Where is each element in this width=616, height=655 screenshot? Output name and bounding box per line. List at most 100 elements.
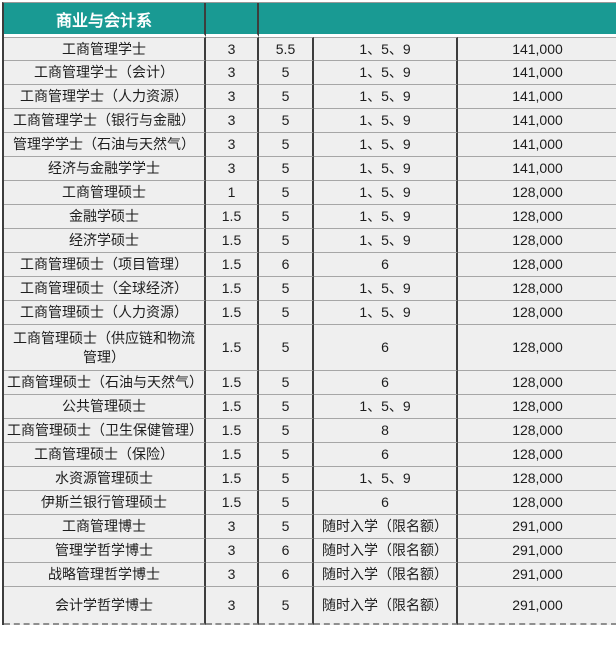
table-row: 工商管理学士（人力资源） 3 5 1、5、9 141,000 <box>4 85 616 109</box>
duration-cell: 1.5 <box>206 395 259 419</box>
table-row: 工商管理学士（银行与金融） 3 5 1、5、9 141,000 <box>4 109 616 133</box>
fee-cell: 141,000 <box>458 61 616 85</box>
fee-cell: 128,000 <box>458 491 616 515</box>
fee-cell: 141,000 <box>458 133 616 157</box>
intake-cell: 1、5、9 <box>314 205 458 229</box>
program-cell: 工商管理硕士（石油与天然气） <box>4 371 206 395</box>
fee-cell: 291,000 <box>458 587 616 625</box>
intake-cell: 1、5、9 <box>314 277 458 301</box>
table-row: 公共管理硕士 1.5 5 1、5、9 128,000 <box>4 395 616 419</box>
table-row: 管理学哲学博士 3 6 随时入学（限名额） 291,000 <box>4 539 616 563</box>
table-row: 工商管理硕士（保险） 1.5 5 6 128,000 <box>4 443 616 467</box>
score-cell: 5 <box>259 515 314 539</box>
duration-cell: 3 <box>206 587 259 625</box>
intake-cell: 6 <box>314 325 458 371</box>
duration-cell: 3 <box>206 157 259 181</box>
table-row: 工商管理硕士 1 5 1、5、9 128,000 <box>4 181 616 205</box>
score-cell: 5 <box>259 85 314 109</box>
program-cell: 经济与金融学学士 <box>4 157 206 181</box>
fee-cell: 128,000 <box>458 181 616 205</box>
duration-cell: 3 <box>206 133 259 157</box>
score-cell: 5.5 <box>259 37 314 61</box>
intake-cell: 8 <box>314 419 458 443</box>
intake-cell: 6 <box>314 371 458 395</box>
fee-cell: 128,000 <box>458 419 616 443</box>
department-header-row: 商业与会计系 <box>4 3 616 37</box>
table-row: 工商管理硕士（卫生保健管理） 1.5 5 8 128,000 <box>4 419 616 443</box>
table-row: 经济学硕士 1.5 5 1、5、9 128,000 <box>4 229 616 253</box>
intake-cell: 1、5、9 <box>314 109 458 133</box>
program-cell: 工商管理硕士（卫生保健管理） <box>4 419 206 443</box>
duration-cell: 1.5 <box>206 467 259 491</box>
duration-cell: 3 <box>206 109 259 133</box>
duration-cell: 3 <box>206 539 259 563</box>
fee-cell: 291,000 <box>458 563 616 587</box>
intake-cell: 6 <box>314 443 458 467</box>
duration-cell: 3 <box>206 515 259 539</box>
table-row: 金融学硕士 1.5 5 1、5、9 128,000 <box>4 205 616 229</box>
program-cell: 工商管理学士 <box>4 37 206 61</box>
header-empty-cell-wide <box>259 3 616 37</box>
intake-cell: 1、5、9 <box>314 37 458 61</box>
fee-cell: 291,000 <box>458 515 616 539</box>
intake-cell: 1、5、9 <box>314 61 458 85</box>
program-cell: 工商管理硕士 <box>4 181 206 205</box>
score-cell: 5 <box>259 371 314 395</box>
score-cell: 5 <box>259 491 314 515</box>
duration-cell: 3 <box>206 563 259 587</box>
fee-cell: 128,000 <box>458 325 616 371</box>
program-cell: 伊斯兰银行管理硕士 <box>4 491 206 515</box>
department-title: 商业与会计系 <box>4 3 206 37</box>
intake-cell: 随时入学（限名额） <box>314 539 458 563</box>
fee-cell: 141,000 <box>458 85 616 109</box>
program-cell: 工商管理硕士（供应链和物流管理） <box>4 325 206 371</box>
score-cell: 5 <box>259 301 314 325</box>
table-row: 工商管理硕士（石油与天然气） 1.5 5 6 128,000 <box>4 371 616 395</box>
duration-cell: 3 <box>206 37 259 61</box>
score-cell: 5 <box>259 61 314 85</box>
table-row: 战略管理哲学博士 3 6 随时入学（限名额） 291,000 <box>4 563 616 587</box>
fee-cell: 128,000 <box>458 253 616 277</box>
duration-cell: 3 <box>206 85 259 109</box>
score-cell: 5 <box>259 443 314 467</box>
fee-cell: 141,000 <box>458 109 616 133</box>
program-cell: 工商管理硕士（全球经济） <box>4 277 206 301</box>
score-cell: 5 <box>259 181 314 205</box>
intake-cell: 1、5、9 <box>314 133 458 157</box>
fee-cell: 128,000 <box>458 395 616 419</box>
intake-cell: 随时入学（限名额） <box>314 515 458 539</box>
program-cell: 工商管理硕士（项目管理） <box>4 253 206 277</box>
table-row: 工商管理硕士（全球经济） 1.5 5 1、5、9 128,000 <box>4 277 616 301</box>
duration-cell: 3 <box>206 61 259 85</box>
fee-cell: 128,000 <box>458 467 616 491</box>
intake-cell: 随时入学（限名额） <box>314 587 458 625</box>
intake-cell: 1、5、9 <box>314 229 458 253</box>
table-body: 工商管理学士 3 5.5 1、5、9 141,000 工商管理学士（会计） 3 5 1、5、9 1… <box>4 37 616 625</box>
table-row: 工商管理硕士（项目管理） 1.5 6 6 128,000 <box>4 253 616 277</box>
fee-cell: 128,000 <box>458 371 616 395</box>
score-cell: 5 <box>259 205 314 229</box>
score-cell: 5 <box>259 277 314 301</box>
table-row: 水资源管理硕士 1.5 5 1、5、9 128,000 <box>4 467 616 491</box>
duration-cell: 1.5 <box>206 371 259 395</box>
program-cell: 工商管理博士 <box>4 515 206 539</box>
intake-cell: 1、5、9 <box>314 157 458 181</box>
fee-cell: 128,000 <box>458 277 616 301</box>
fee-cell: 141,000 <box>458 37 616 61</box>
duration-cell: 1.5 <box>206 443 259 467</box>
score-cell: 5 <box>259 325 314 371</box>
program-cell: 战略管理哲学博士 <box>4 563 206 587</box>
header-empty-cell <box>206 3 259 37</box>
program-cell: 工商管理硕士（人力资源） <box>4 301 206 325</box>
table-row: 工商管理硕士（人力资源） 1.5 5 1、5、9 128,000 <box>4 301 616 325</box>
intake-cell: 1、5、9 <box>314 467 458 491</box>
table-row: 工商管理博士 3 5 随时入学（限名额） 291,000 <box>4 515 616 539</box>
score-cell: 5 <box>259 587 314 625</box>
score-cell: 5 <box>259 109 314 133</box>
program-cell: 管理学哲学博士 <box>4 539 206 563</box>
program-cell: 工商管理硕士（保险） <box>4 443 206 467</box>
table-row: 伊斯兰银行管理硕士 1.5 5 6 128,000 <box>4 491 616 515</box>
duration-cell: 1.5 <box>206 301 259 325</box>
program-cell: 工商管理学士（会计） <box>4 61 206 85</box>
score-cell: 6 <box>259 563 314 587</box>
